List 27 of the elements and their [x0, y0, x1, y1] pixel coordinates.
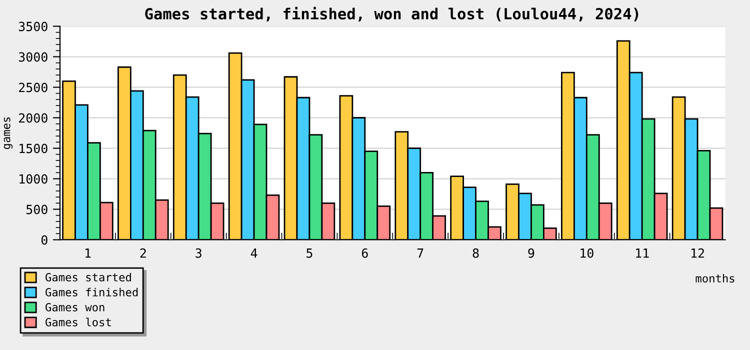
y-tick-label: 3500 [18, 22, 48, 32]
x-tick-label: 4 [250, 248, 258, 258]
y-axis-title: games [4, 117, 13, 150]
x-tick-label: 12 [692, 248, 704, 258]
x-axis-title: months [696, 274, 734, 283]
legend-label: Games lost [46, 318, 111, 326]
y-tick-label: 0 [41, 235, 48, 245]
y-tick-label: 500 [26, 204, 48, 214]
x-tick-label: 5 [306, 248, 312, 258]
x-tick-label: 11 [636, 248, 649, 258]
y-tick-label: 1500 [20, 144, 48, 154]
legend-label: Games won [46, 302, 104, 312]
x-tick-label: 3 [196, 248, 202, 258]
x-tick-label: 6 [362, 248, 368, 258]
x-tick-label: 9 [528, 248, 534, 258]
legend-label: Games finished [46, 288, 138, 296]
y-tick-label: 2000 [19, 113, 48, 123]
chart-title: Games started, finished, won and lost (Loulou44, 2024) [145, 6, 638, 22]
y-tick-label: 3000 [18, 52, 48, 62]
legend-label: Games started [46, 272, 131, 282]
y-tick-label: 2500 [19, 82, 48, 92]
x-tick-label: 7 [417, 248, 424, 258]
x-tick-label: 2 [140, 248, 146, 258]
x-tick-label: 10 [580, 248, 594, 258]
y-tick-label: 1000 [20, 174, 48, 184]
x-tick-label: 8 [472, 248, 479, 258]
x-tick-label: 1 [85, 248, 91, 258]
